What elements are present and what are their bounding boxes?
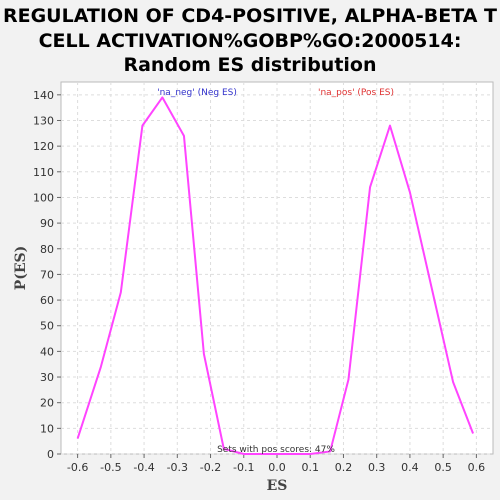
series-lines [76,96,474,455]
x-tick-label: -0.1 [233,461,254,474]
x-tick-label: 0.5 [434,461,452,474]
y-axis-ticks: 0 10 20 30 40 50 60 70 80 90 100 110 120 130 140 [33,89,61,461]
y-tick-label: 80 [40,243,54,256]
y-tick-label: 20 [40,397,54,410]
x-tick-label: -0.6 [67,461,88,474]
y-tick-label: 0 [47,448,54,461]
y-tick-label: 130 [33,114,54,127]
pos-scores-annotation: Sets with pos scores: 47% [217,445,335,455]
y-tick-label: 110 [33,166,54,179]
y-axis-label: P(ES) [13,246,29,291]
x-tick-label: 0.2 [335,461,353,474]
x-tick-label: 0.1 [301,461,319,474]
chart-title-line-1: REGULATION OF CD4-POSITIVE, ALPHA-BETA T [3,5,497,27]
y-tick-label: 10 [40,422,54,435]
y-tick-label: 140 [33,89,54,102]
chart-title-line-2: CELL ACTIVATION%GOBP%GO:2000514: [39,30,462,52]
y-tick-label: 40 [40,345,54,358]
x-tick-label: -0.2 [200,461,221,474]
x-tick-label: 0.4 [401,461,419,474]
y-tick-label: 50 [40,320,54,333]
x-tick-label: -0.5 [100,461,121,474]
series-line-pos-es [277,124,474,455]
x-tick-label: 0.3 [368,461,386,474]
legend-pos-es: 'na_pos' (Pos ES) [318,88,394,98]
series-line-neg-es [76,96,277,455]
y-tick-label: 30 [40,371,54,384]
y-tick-label: 70 [40,268,54,281]
legend-neg-es: 'na_neg' (Neg ES) [157,88,237,98]
x-tick-label: 0.0 [268,461,286,474]
chart-title-line-3: Random ES distribution [123,54,376,76]
y-tick-label: 120 [33,140,54,153]
x-axis-label: ES [267,478,288,494]
y-tick-label: 100 [33,191,54,204]
y-tick-label: 60 [40,294,54,307]
x-tick-label: 0.6 [468,461,486,474]
y-tick-label: 90 [40,217,54,230]
grid [61,82,493,455]
x-axis-ticks: -0.6 -0.5 -0.4 -0.3 -0.2 -0.1 0.0 0.1 0.2 0.3 0.4 0… [67,454,485,474]
x-tick-label: -0.4 [133,461,154,474]
x-tick-label: -0.3 [167,461,188,474]
